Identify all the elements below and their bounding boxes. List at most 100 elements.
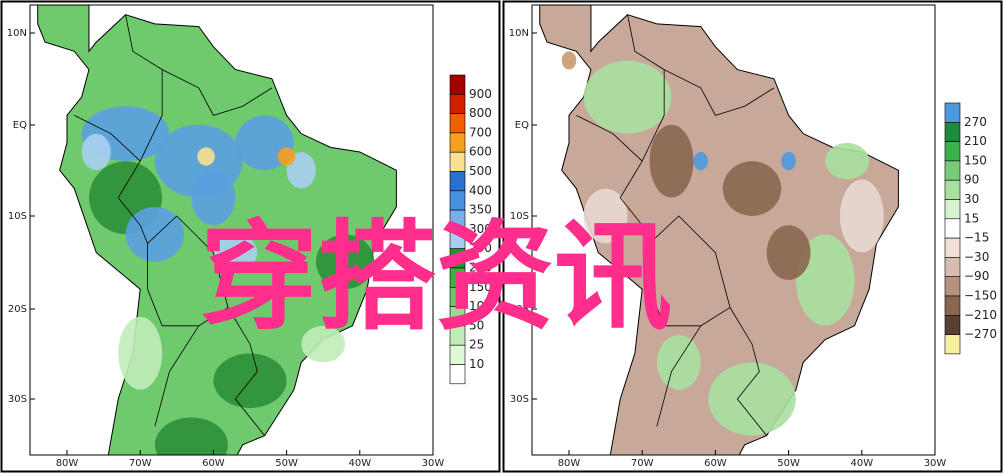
border — [619, 160, 650, 290]
lat-label: EQ — [13, 120, 27, 131]
colorbar-swatch — [944, 122, 961, 142]
colorbar-swatch — [944, 314, 961, 335]
shade-patch — [781, 152, 796, 171]
shade-patch — [197, 147, 215, 166]
border — [117, 160, 148, 290]
colorbar-label: 270 — [964, 115, 987, 129]
colorbar-label: −210 — [964, 308, 997, 322]
lon-label: 80W — [558, 458, 581, 469]
colorbar-swatch — [944, 237, 961, 258]
colorbar-swatch — [944, 199, 961, 220]
lon-label: 50W — [275, 458, 298, 469]
colorbar-swatch — [944, 334, 961, 355]
colorbar: 900 800 700 600 500 400 350 300 250 200 150 100 50 25… — [449, 74, 492, 385]
panel-frame — [0, 0, 501, 473]
lat-label: 10N — [509, 28, 529, 39]
lon-label: 50W — [777, 458, 800, 469]
colorbar-swatch — [944, 141, 961, 162]
colorbar-label: 15 — [964, 211, 979, 225]
shade-patch — [301, 325, 346, 363]
lon-label: 70W — [129, 458, 152, 469]
colorbar-label: −150 — [964, 289, 997, 303]
lat-label: 10S — [510, 211, 529, 222]
colorbar-label: −30 — [964, 250, 989, 264]
colorbar: 270 210 150 90 30 15 −15 −30 −90 −150 −210 −270 — [944, 102, 997, 355]
shade-patch — [649, 124, 694, 198]
colorbar-label: 30 — [964, 192, 979, 206]
shade-patch — [583, 188, 628, 244]
colorbar-swatch — [944, 295, 961, 316]
colorbar-swatch — [449, 344, 466, 365]
colorbar-label: 150 — [469, 280, 492, 294]
colorbar-label: 50 — [469, 318, 484, 332]
shade-patch — [708, 362, 796, 436]
colorbar-swatch — [449, 171, 466, 192]
colorbar-label: −270 — [964, 327, 997, 341]
colorbar-swatch — [944, 218, 961, 239]
shade-patch — [796, 234, 855, 326]
colorbar-swatch — [449, 74, 466, 95]
colorbar-label: 10 — [469, 357, 484, 371]
lon-label: 60W — [202, 458, 225, 469]
colorbar-label: 150 — [964, 153, 987, 167]
shade-patch — [81, 133, 111, 171]
lat-label: 10N — [7, 28, 27, 39]
border — [154, 325, 200, 427]
map-frame — [531, 4, 936, 456]
shade-patch — [583, 60, 672, 134]
shade-patch — [118, 316, 163, 390]
colorbar-label: 900 — [469, 87, 492, 101]
colorbar-label: −15 — [964, 231, 989, 245]
colorbar-swatch — [944, 160, 961, 181]
map-panel — [532, 5, 935, 455]
colorbar-label: 400 — [469, 183, 492, 197]
colorbar-label: 300 — [469, 222, 492, 236]
colorbar-label: 700 — [469, 125, 492, 139]
colorbar-swatch — [944, 102, 961, 123]
lat-label: EQ — [515, 120, 529, 131]
colorbar-swatch — [449, 364, 466, 385]
colorbar-label: 500 — [469, 164, 492, 178]
lat-label: 30S — [510, 394, 529, 405]
colorbar-swatch — [449, 132, 466, 153]
colorbar-label: 210 — [964, 134, 987, 148]
shade-patch — [825, 142, 870, 180]
shade-patch — [315, 234, 375, 290]
border — [227, 307, 265, 436]
lon-label: 40W — [850, 458, 873, 469]
border — [729, 307, 767, 436]
lon-label: 40W — [348, 458, 371, 469]
maps: 10N EQ 10S 20S 30S 80W 70W 60W 50W 40W 30W 900 800 70… — [7, 4, 997, 469]
colorbar-label: −90 — [964, 269, 989, 283]
colorbar-label: 600 — [469, 145, 492, 159]
colorbar-label: 25 — [469, 338, 484, 352]
lat-label: 30S — [8, 394, 27, 405]
map-frame — [29, 4, 434, 456]
colorbar-swatch — [944, 276, 961, 297]
map-panel — [30, 5, 433, 455]
border — [663, 69, 775, 116]
lat-label: 20S — [510, 304, 529, 315]
watermark: 穿搭资讯 — [200, 208, 672, 346]
shade-patch — [722, 161, 782, 216]
shade-patch — [766, 225, 811, 280]
colorbar-swatch — [449, 94, 466, 114]
shade-patch — [191, 170, 236, 225]
colorbar-label: 200 — [469, 261, 492, 275]
shade-patch — [839, 179, 884, 253]
shade-patch — [656, 335, 701, 390]
lon-label: 30W — [422, 458, 445, 469]
colorbar-swatch — [449, 151, 466, 172]
colorbar-label: 250 — [469, 241, 492, 255]
shade-patch — [154, 417, 228, 455]
shade-patch — [277, 147, 296, 166]
shade-patch — [561, 51, 577, 70]
panel-frame — [502, 0, 1003, 473]
border — [656, 325, 702, 427]
colorbar-swatch — [944, 257, 961, 277]
border — [74, 14, 163, 162]
shade-patch — [213, 234, 258, 271]
lon-label: 60W — [704, 458, 727, 469]
colorbar-swatch — [944, 179, 961, 200]
